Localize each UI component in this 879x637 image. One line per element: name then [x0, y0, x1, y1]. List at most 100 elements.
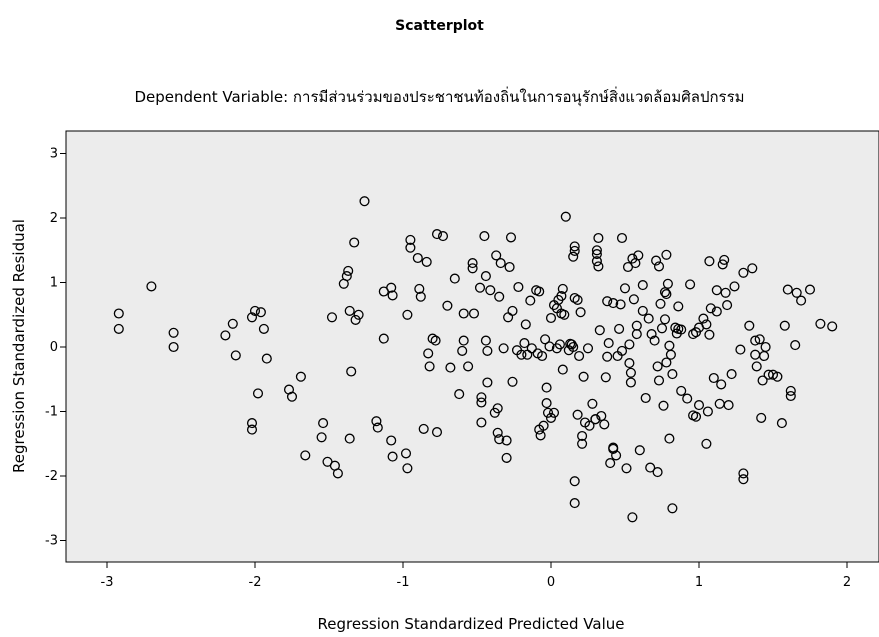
y-tick-label: 3	[50, 147, 58, 162]
data-point	[785, 390, 796, 402]
data-point	[572, 294, 583, 305]
data-point	[386, 282, 397, 293]
data-point	[113, 323, 124, 334]
y-tick-label: -1	[45, 405, 58, 420]
data-point	[480, 271, 491, 282]
data-point	[593, 232, 604, 244]
data-point	[619, 283, 631, 294]
data-point	[494, 291, 505, 302]
data-point	[711, 285, 722, 296]
data-point	[591, 256, 602, 267]
y-tick-label: -2	[45, 469, 58, 484]
data-point	[776, 418, 787, 429]
data-point	[405, 242, 416, 253]
data-point	[633, 250, 644, 261]
data-point	[430, 335, 441, 346]
data-point	[584, 420, 595, 431]
data-point	[693, 400, 705, 411]
data-point	[664, 433, 675, 444]
data-point	[608, 443, 619, 454]
data-point	[258, 323, 269, 334]
data-point	[653, 375, 665, 386]
data-point	[704, 329, 715, 340]
data-point	[560, 211, 571, 222]
data-point	[602, 296, 613, 307]
data-point	[482, 377, 493, 388]
data-point	[491, 250, 502, 261]
data-point	[566, 339, 577, 350]
data-point	[372, 422, 383, 433]
x-tick-label: -2	[249, 575, 262, 590]
data-point	[587, 398, 598, 409]
data-point	[467, 263, 478, 274]
data-point	[463, 361, 474, 372]
data-point	[541, 398, 552, 409]
data-point	[568, 251, 579, 262]
data-point	[701, 319, 712, 330]
data-point	[599, 419, 610, 430]
data-point	[476, 417, 487, 428]
data-point	[658, 400, 669, 411]
data-point	[701, 438, 712, 449]
data-point	[520, 319, 531, 330]
data-point	[572, 409, 583, 420]
data-point	[827, 321, 838, 332]
data-point	[651, 255, 662, 266]
data-point	[627, 512, 638, 523]
data-point	[575, 307, 586, 318]
data-point	[705, 303, 716, 314]
data-point	[457, 345, 468, 356]
data-point	[261, 353, 272, 364]
data-point	[568, 341, 579, 353]
data-point	[458, 308, 469, 319]
data-point	[431, 427, 443, 438]
data-point	[542, 407, 554, 418]
data-point	[569, 245, 580, 256]
data-point	[414, 283, 425, 294]
data-point	[569, 292, 580, 304]
data-point	[738, 468, 749, 479]
data-point	[591, 249, 602, 260]
data-point	[545, 312, 557, 324]
data-point	[556, 290, 567, 302]
plot-area	[65, 130, 879, 563]
data-point	[252, 388, 264, 399]
data-point	[569, 241, 580, 252]
data-point	[688, 329, 699, 340]
data-point	[628, 294, 639, 305]
data-point	[246, 418, 258, 429]
chart-title: Scatterplot	[395, 18, 484, 34]
data-point	[146, 281, 157, 292]
data-point	[415, 291, 426, 302]
data-point	[300, 450, 311, 461]
x-axis-label: Regression Standardized Predicted Value	[318, 615, 625, 633]
data-point	[682, 393, 693, 404]
data-point	[504, 261, 515, 273]
data-point	[113, 308, 124, 319]
chart-subtitle: Dependent Variable: การมีส่วนร่วมของประช…	[134, 88, 745, 106]
data-point	[603, 338, 614, 349]
data-point	[614, 323, 625, 334]
data-point	[751, 361, 762, 372]
y-axis-label: Regression Standardized Residual	[10, 219, 28, 473]
data-point	[513, 281, 524, 293]
data-point	[662, 278, 673, 289]
data-point	[371, 416, 382, 427]
data-point	[615, 299, 626, 310]
data-point	[246, 312, 258, 323]
data-point	[495, 258, 506, 269]
data-point	[716, 379, 727, 390]
data-point	[359, 196, 370, 207]
data-point	[378, 333, 389, 344]
data-point	[652, 467, 663, 478]
y-tick-label: -3	[45, 534, 58, 549]
x-tick-label: 1	[695, 575, 703, 590]
data-points	[113, 196, 838, 523]
data-point	[545, 412, 557, 423]
data-point	[723, 400, 734, 411]
data-point	[659, 314, 671, 325]
data-point	[796, 295, 807, 306]
data-point	[685, 279, 696, 290]
data-point	[454, 389, 465, 400]
